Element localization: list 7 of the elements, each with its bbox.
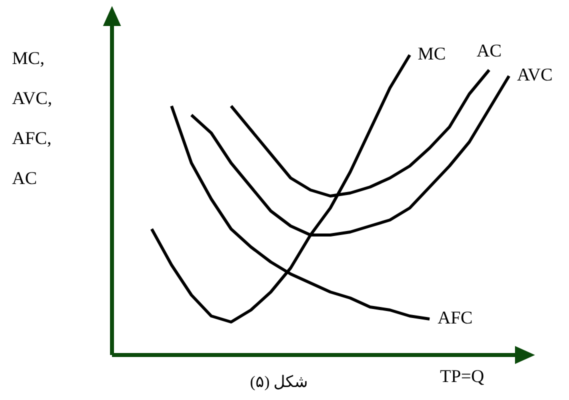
series-label: MC [418, 44, 446, 64]
series-label: AVC [517, 64, 553, 85]
text: شکل (۵) [250, 373, 308, 392]
series-label: AFC [438, 308, 473, 328]
x-axis-title: TP=Q [440, 366, 484, 387]
series-label: AC [476, 40, 502, 61]
y-axis-title: MC, AVC, AFC, AC [12, 47, 52, 190]
